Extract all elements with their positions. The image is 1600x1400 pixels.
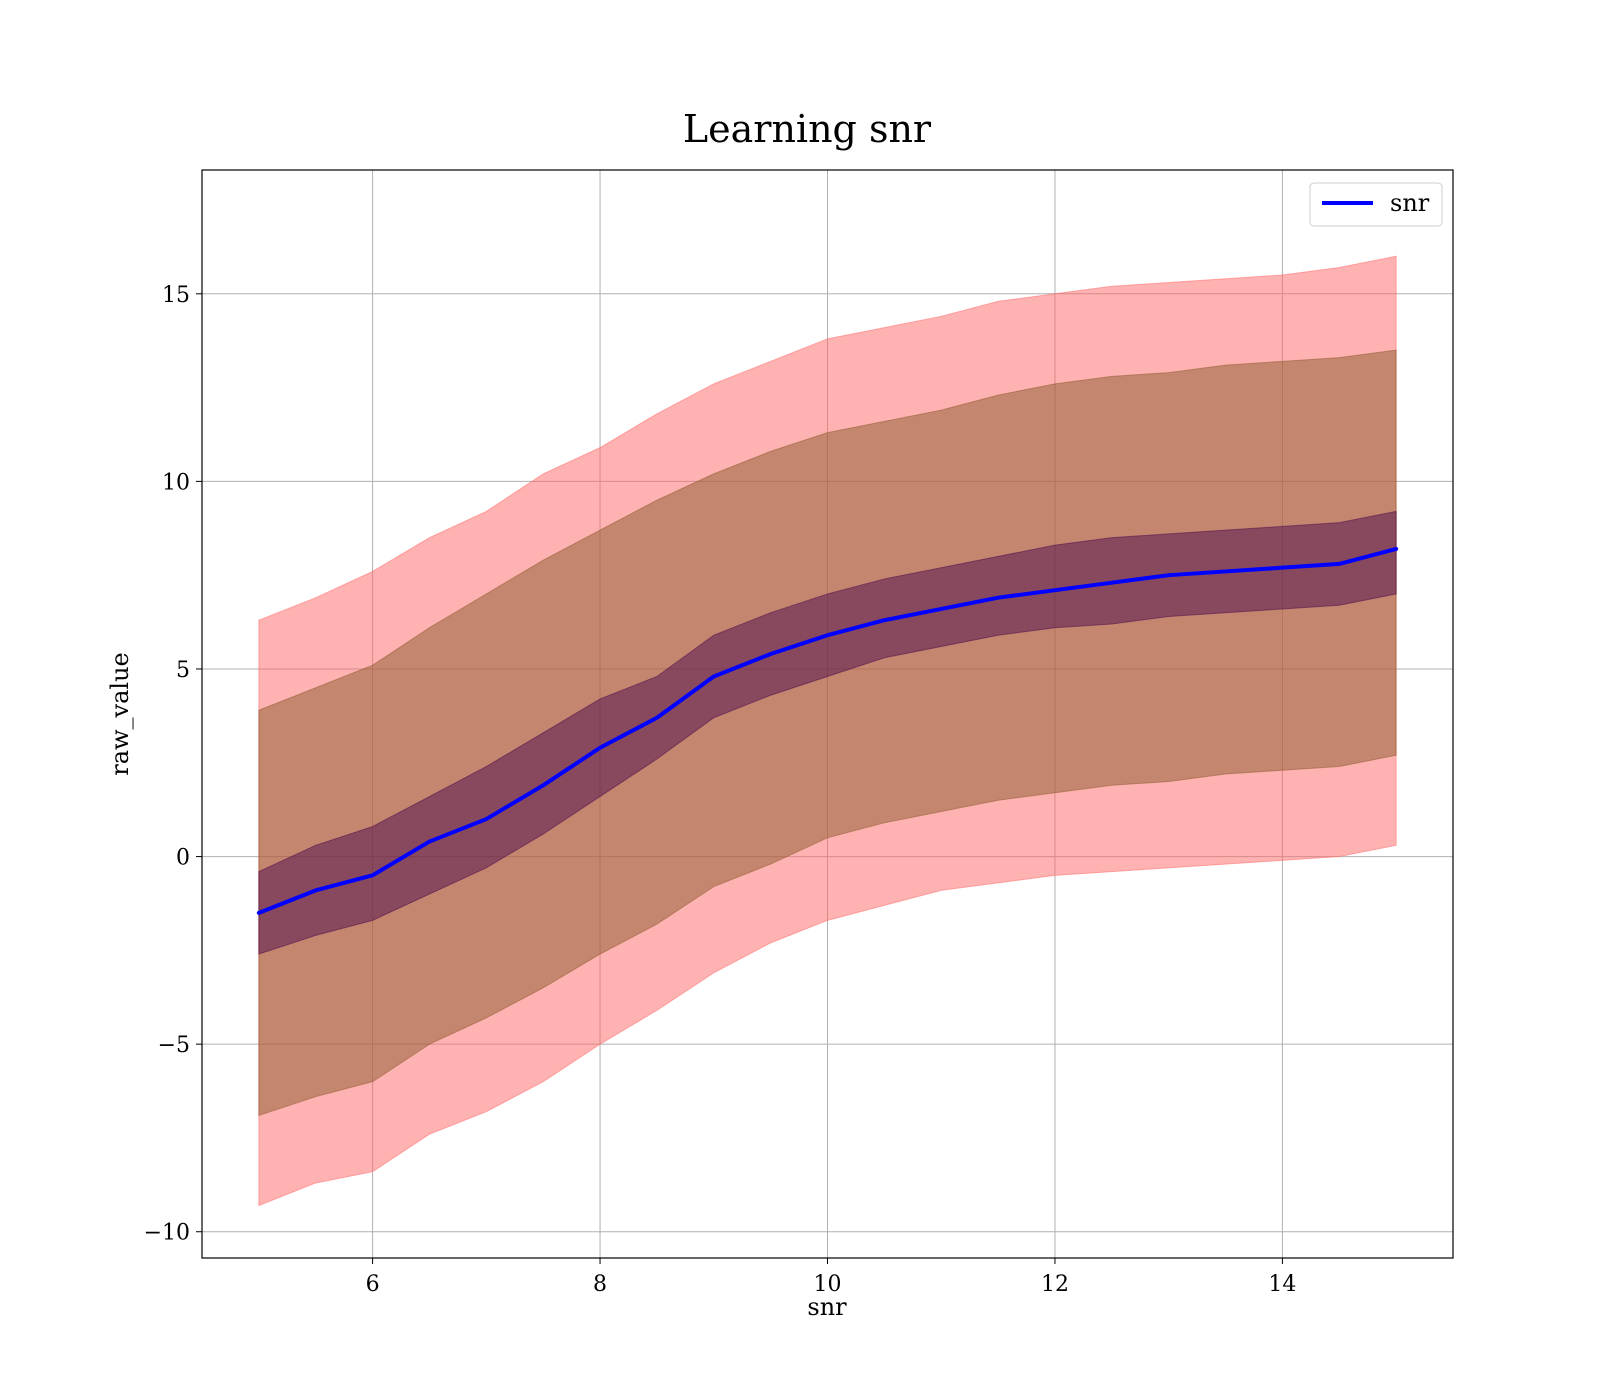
x-tick-label: 6 [366, 1272, 380, 1297]
legend-label-snr: snr [1390, 189, 1430, 217]
y-tick-label: −10 [144, 1221, 190, 1246]
y-tick-label: −5 [158, 1033, 190, 1058]
x-tick-label: 14 [1268, 1272, 1296, 1297]
chart-title: Learning snr [683, 107, 932, 151]
data-point-snr [1337, 562, 1341, 566]
x-tick-label: 8 [593, 1272, 607, 1297]
data-point-snr [598, 746, 602, 750]
x-axis-label: snr [807, 1293, 847, 1321]
y-tick-label: 0 [176, 846, 190, 871]
y-tick-label: 5 [176, 658, 190, 683]
data-point-snr [484, 817, 488, 821]
data-point-snr [257, 911, 261, 915]
y-axis-ticks: −10 −5 0 5 10 15 [144, 283, 202, 1246]
data-point-snr [882, 618, 886, 622]
data-point-snr [996, 596, 1000, 600]
data-point-snr [1394, 547, 1398, 551]
x-tick-label: 12 [1041, 1272, 1069, 1297]
data-point-snr [1167, 573, 1171, 577]
x-tick-label: 10 [814, 1272, 842, 1297]
data-point-snr [1280, 566, 1284, 570]
plot-area [201, 169, 1454, 1259]
y-axis-label: raw_value [106, 652, 134, 776]
x-axis-ticks: 6 8 10 12 14 [366, 1258, 1296, 1297]
legend-box [1309, 182, 1443, 227]
confidence-bands [258, 255, 1397, 1207]
data-point-snr [1110, 581, 1114, 585]
y-tick-label: 15 [162, 283, 190, 308]
data-point-snr [655, 716, 659, 720]
data-point-snr [1224, 569, 1228, 573]
data-point-snr [371, 873, 375, 877]
data-point-snr [826, 633, 829, 637]
legend: snr [1309, 182, 1443, 227]
data-point-snr [769, 652, 773, 656]
data-point-snr [314, 888, 318, 892]
confidence-band-3 [258, 510, 1397, 955]
y-tick-label: 10 [162, 470, 190, 495]
data-point-snr [427, 840, 431, 844]
data-point-snr [712, 674, 716, 678]
data-point-snr [939, 607, 943, 611]
data-point-snr [541, 783, 545, 787]
series-lines [256, 546, 1399, 915]
data-point-snr [1053, 588, 1057, 592]
